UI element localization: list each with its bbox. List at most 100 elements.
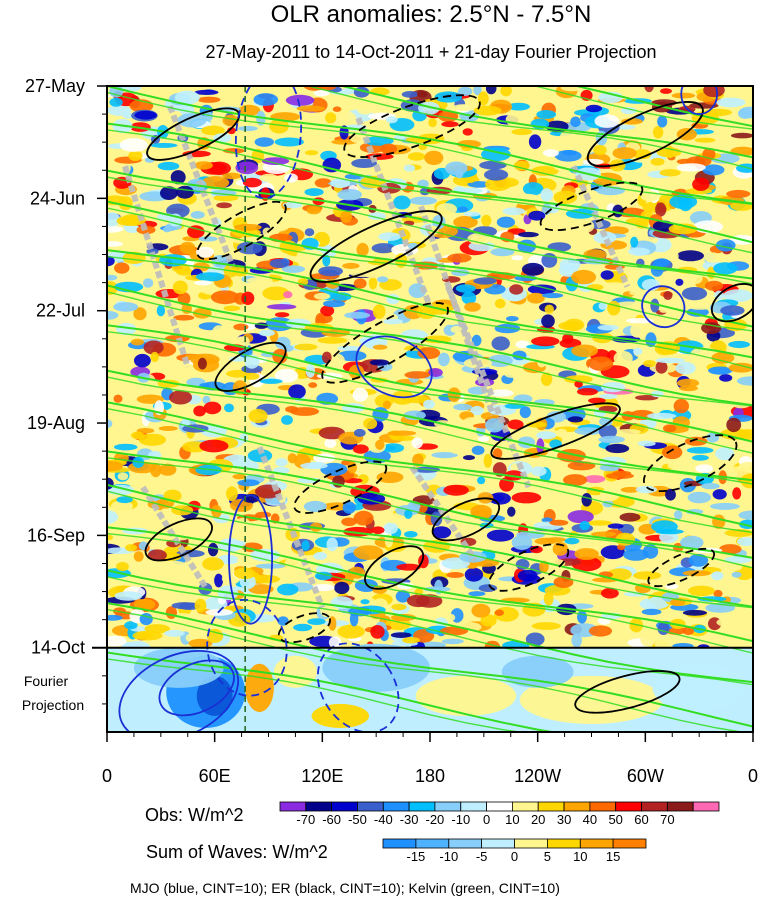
obs-anomaly-cell — [266, 304, 297, 310]
obs-anomaly-cell — [473, 86, 482, 96]
obs-anomaly-cell — [657, 622, 670, 635]
obs-anomaly-cell — [563, 474, 588, 486]
colorbar-swatch — [415, 838, 450, 849]
obs-anomaly-cell — [487, 354, 513, 367]
colorbar-swatch — [486, 801, 513, 812]
er-contour — [277, 612, 331, 644]
obs-anomaly-cell — [312, 114, 324, 127]
obs-anomaly-cell — [117, 472, 129, 481]
obs-anomaly-cell — [473, 105, 502, 116]
er-contour — [309, 210, 443, 283]
chart-title: OLR anomalies: 2.5°N - 7.5°N — [271, 1, 592, 28]
obs-anomaly-cell — [576, 388, 598, 396]
obs-anomaly-cell — [531, 165, 559, 176]
obs-anomaly-cell — [233, 567, 256, 580]
obs-anomaly-cell — [301, 540, 310, 551]
obs-anomaly-cell — [738, 429, 753, 441]
obs-anomaly-cell — [371, 526, 385, 534]
obs-anomaly-cell — [113, 443, 138, 451]
obs-anomaly-cell — [441, 121, 459, 128]
colorbar-swatch — [408, 801, 436, 812]
obs-anomaly-cell — [564, 375, 593, 384]
obs-anomaly-cell — [313, 90, 330, 97]
obs-anomaly-cell — [303, 500, 327, 513]
obs-anomaly-cell — [403, 164, 416, 172]
obs-anomaly-cell — [226, 486, 238, 502]
er-contour — [642, 434, 738, 493]
colorbar-swatch — [382, 838, 417, 849]
obs-anomaly-cell — [467, 181, 491, 188]
obs-anomaly-cell — [527, 284, 557, 295]
obs-anomaly-cell — [352, 387, 369, 402]
obs-anomaly-cell — [530, 466, 547, 477]
obs-anomaly-cell — [478, 584, 498, 592]
obs-anomaly-cell — [136, 428, 155, 434]
obs-anomaly-cell — [371, 243, 396, 254]
obs-anomaly-cell — [543, 591, 554, 606]
fourier-label-line1: Fourier — [24, 673, 69, 689]
obs-anomaly-cell — [665, 251, 679, 262]
colorbar-level-label: 20 — [531, 812, 545, 827]
obs-anomaly-cell — [156, 304, 166, 317]
obs-anomaly-cell — [216, 202, 233, 209]
obs-anomaly-cell — [255, 563, 286, 569]
obs-anomaly-cell — [368, 276, 378, 290]
colorbar-level-label: 70 — [660, 812, 674, 827]
obs-anomaly-cell — [600, 270, 614, 280]
obs-anomaly-cell — [242, 372, 260, 380]
er-contour — [144, 517, 213, 562]
obs-anomaly-cell — [223, 305, 241, 312]
obs-anomaly-cell — [233, 223, 262, 231]
colorbar-swatch — [563, 801, 591, 812]
obs-anomaly-cell — [363, 418, 378, 430]
obs-anomaly-cell — [597, 324, 619, 331]
obs-anomaly-cell — [119, 138, 148, 152]
obs-anomaly-cell — [356, 242, 369, 257]
obs-anomaly-cell — [197, 96, 221, 103]
obs-anomaly-cell — [341, 517, 357, 527]
obs-anomaly-cell — [253, 93, 279, 106]
obs-anomaly-cell — [404, 531, 418, 538]
x-tick-label: 120E — [301, 766, 343, 786]
obs-anomaly-cell — [383, 522, 398, 535]
obs-anomaly-cell — [676, 378, 700, 388]
obs-anomaly-cell — [457, 206, 469, 213]
obs-anomaly-cell — [519, 406, 531, 419]
er-contour — [214, 341, 287, 392]
obs-anomaly-cell — [662, 445, 683, 460]
obs-anomaly-cell — [344, 311, 370, 319]
obs-anomaly-cell — [632, 149, 652, 160]
kelvin-contour — [107, 526, 753, 643]
obs-anomaly-cell — [290, 571, 312, 582]
kelvin-contour — [107, 284, 753, 407]
obs-anomaly-cell — [731, 571, 742, 578]
obs-anomaly-cell — [194, 280, 212, 286]
chart-subtitle: 27-May-2011 to 14-Oct-2011 + 21-day Four… — [205, 42, 656, 62]
obs-anomaly-cell — [544, 304, 554, 314]
missing-data-streak — [122, 165, 191, 368]
obs-anomaly-cell — [124, 621, 138, 630]
obs-anomaly-cell — [655, 357, 686, 364]
obs-anomaly-cell — [237, 104, 261, 116]
obs-anomaly-cell — [702, 164, 725, 176]
obs-anomaly-cell — [586, 520, 613, 526]
colorbar-swatch — [460, 801, 487, 812]
obs-anomaly-cell — [201, 176, 230, 190]
obs-anomaly-cell — [617, 301, 641, 307]
obs-anomaly-cell — [128, 150, 143, 161]
obs-anomaly-cell — [679, 385, 698, 392]
colorbar-level-label: -50 — [348, 812, 367, 827]
x-tick-label: 0 — [102, 766, 112, 786]
er-contour — [431, 497, 501, 542]
obs-anomaly-cell — [175, 185, 194, 199]
obs-anomaly-cell — [224, 403, 234, 413]
obs-anomaly-cell — [513, 160, 530, 171]
obs-anomaly-cell — [428, 118, 437, 128]
colorbar-level-label: 0 — [483, 812, 490, 827]
obs-anomaly-cell — [107, 212, 121, 227]
obs-anomaly-cell — [452, 104, 476, 111]
obs-anomaly-cell — [283, 291, 293, 299]
colorbar-swatch — [615, 801, 642, 812]
obs-anomaly-cell — [214, 573, 224, 588]
obs-anomaly-cell — [194, 598, 207, 613]
